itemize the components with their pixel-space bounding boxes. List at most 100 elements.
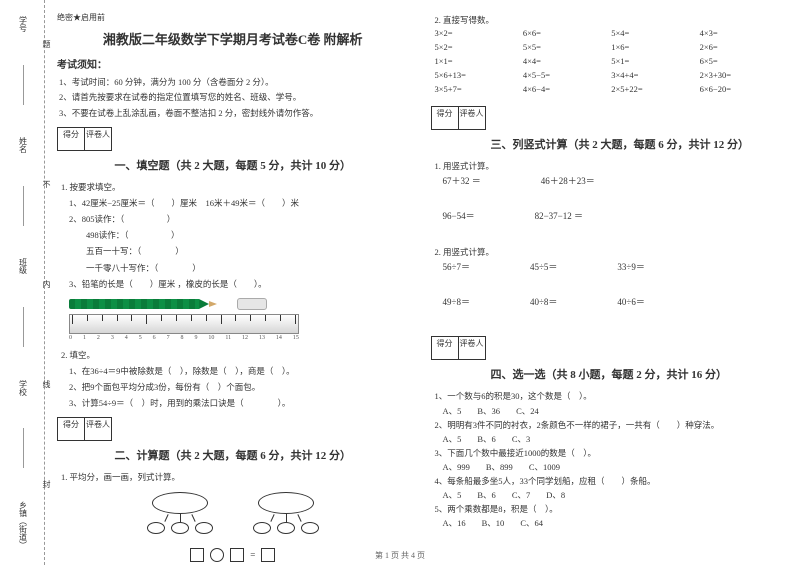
eraser-icon [237, 298, 267, 310]
reviewer-cell: 评卷人 [84, 127, 112, 151]
top-oval [258, 492, 314, 514]
q1-a: 1、42厘米−25厘米＝（ ）厘米 16米＋49米＝（ ）米 [69, 195, 409, 211]
ruler-figure: 0123456789101112131415 [69, 296, 409, 341]
edge-char: 不 [41, 180, 52, 188]
pencil-wood [209, 301, 217, 307]
calc: 6×6−20= [700, 84, 782, 94]
q6b: 45÷5＝ [530, 260, 557, 273]
q2-b: 2、把9个面包平均分成3份，每份有（ ）个面包。 [69, 379, 409, 395]
mc-q5: 5、两个乘数都是8，积是（ ）。 [435, 501, 783, 517]
calc: 3×5+7= [435, 84, 517, 94]
calc: 4×4= [523, 56, 605, 66]
score-box: 得分 评卷人 [57, 127, 409, 151]
pencil-tip [199, 299, 209, 309]
q6e: 40÷8＝ [530, 295, 557, 308]
notice-3: 3、不要在试卷上乱涂乱画，卷面不整洁扣 2 分，密封线外请勿作答。 [59, 106, 409, 121]
score-box-2: 得分 评卷人 [57, 417, 409, 441]
bind-line [23, 307, 24, 347]
tree-diagram [57, 492, 409, 534]
reviewer-cell: 评卷人 [458, 336, 486, 360]
calc: 2×6= [700, 42, 782, 52]
top-oval [152, 492, 208, 514]
ruler-body [69, 314, 299, 334]
q1-d: 五百一十写：（ ） [69, 243, 409, 259]
calc: 4×6−4= [523, 84, 605, 94]
section-1-title: 一、填空题（共 2 大题，每题 5 分，共计 10 分） [57, 157, 409, 173]
section-2-title: 二、计算题（共 2 大题，每题 6 分，共计 12 分） [57, 447, 409, 463]
calc: 1×1= [435, 56, 517, 66]
reviewer-cell: 评卷人 [458, 106, 486, 130]
left-column: 绝密★启用前 湘教版二年级数学下学期月考试卷C卷 附解析 考试须知： 1、考试时… [57, 12, 409, 557]
section-4-title: 四、选一选（共 8 小题，每题 2 分，共计 16 分） [491, 366, 783, 382]
q5c: 96−54＝ [443, 209, 475, 222]
pencil-body [69, 299, 199, 309]
q6c: 33÷9＝ [617, 260, 644, 273]
notice-1: 1、考试时间：60 分钟，满分为 100 分（含卷面分 2 分）。 [59, 75, 409, 90]
bind-label-5: 学号 [18, 16, 29, 32]
q4-head: 2. 直接写得数。 [435, 12, 783, 28]
score-box-3: 得分 评卷人 [431, 106, 783, 130]
q2-head: 2. 填空。 [61, 347, 409, 363]
binding-margin: 学号 姓名 班级 学校 乡镇（街道） 题 不 内 线 封 [0, 0, 45, 565]
mc-q3: 3、下面几个数中最接近1000的数是（ ）。 [435, 445, 783, 461]
calc: 3×2= [435, 28, 517, 38]
notice-header: 考试须知： [57, 56, 409, 71]
q5-head: 1. 用竖式计算。 [435, 158, 783, 174]
q2-a: 1、在36÷4＝9中被除数是（ ），除数是（ ），商是（ ）。 [69, 363, 409, 379]
calc: 3×4+4= [611, 70, 693, 80]
score-cell: 得分 [57, 417, 85, 441]
calc: 1×6= [611, 42, 693, 52]
edge-char: 封 [41, 480, 52, 488]
mc-q1: 1、一个数与6的积是30，这个数是（ ）。 [435, 388, 783, 404]
q6-head: 2. 用竖式计算。 [435, 244, 783, 260]
calc-grid: 3×2= 6×6= 5×4= 4×3= 5×2= 5×5= 1×6= 2×6= 1×1= 4×… [435, 28, 783, 94]
mc-q4: 4、每条船最多坐5人，33个同学划船，应租（ ）条船。 [435, 473, 783, 489]
q1-b: 2、805读作：（ ） [69, 211, 409, 227]
score-box-4: 得分 评卷人 [431, 336, 783, 360]
reviewer-cell: 评卷人 [84, 417, 112, 441]
q5d: 82−37−12 ＝ [535, 209, 583, 222]
q1-f: 3、铅笔的长是（ ）厘米 ，橡皮的长是（ ）。 [69, 276, 409, 292]
score-cell: 得分 [431, 336, 459, 360]
paper-title: 湘教版二年级数学下学期月考试卷C卷 附解析 [57, 29, 409, 48]
bind-label-4: 姓名 [18, 137, 29, 153]
bind-line [23, 186, 24, 226]
calc: 5×4= [611, 28, 693, 38]
q6a: 56÷7＝ [443, 260, 470, 273]
q1-c: 498读作：（ ） [69, 227, 409, 243]
edge-char: 线 [41, 380, 52, 388]
q5b: 46＋28＋23＝ [541, 174, 595, 187]
right-column: 2. 直接写得数。 3×2= 6×6= 5×4= 4×3= 5×2= 5×5= 1×6= 2… [431, 12, 783, 557]
calc: 6×5= [700, 56, 782, 66]
q6d: 49÷8＝ [443, 295, 470, 308]
q1-e: 一千零八十写作：（ ） [69, 260, 409, 276]
ruler-numbers: 0123456789101112131415 [69, 335, 299, 341]
bind-label-1: 乡镇（街道） [18, 501, 29, 549]
calc: 4×3= [700, 28, 782, 38]
bind-line [23, 428, 24, 468]
score-cell: 得分 [57, 127, 85, 151]
q2-c: 3、计算54÷9＝（ ）时，用到的乘法口诀是（ ）。 [69, 395, 409, 411]
calc: 5×5= [523, 42, 605, 52]
bind-label-2: 学校 [18, 380, 29, 396]
calc: 5×6+13= [435, 70, 517, 80]
edge-char: 题 [41, 40, 52, 48]
q6f: 40÷6＝ [617, 295, 644, 308]
q5a: 67＋32 ＝ [443, 174, 481, 187]
mc-q2: 2、明明有3件不同的衬衣，2条颜色不一样的裙子，一共有（ ）种穿法。 [435, 417, 783, 433]
bind-label-3: 班级 [18, 258, 29, 274]
edge-char: 内 [41, 280, 52, 288]
score-cell: 得分 [431, 106, 459, 130]
q1-head: 1. 按要求填空。 [61, 179, 409, 195]
secret-label: 绝密★启用前 [57, 12, 409, 23]
section-3-title: 三、列竖式计算（共 2 大题，每题 6 分，共计 12 分） [491, 136, 783, 152]
notice-2: 2、请首先按要求在试卷的指定位置填写您的姓名、班级、学号。 [59, 90, 409, 105]
calc: 4×5−5= [523, 70, 605, 80]
calc: 5×1= [611, 56, 693, 66]
bind-line [23, 65, 24, 105]
calc: 2×5+22= [611, 84, 693, 94]
calc: 6×6= [523, 28, 605, 38]
q3: 1. 平均分，画一画，列式计算。 [61, 469, 409, 485]
calc: 5×2= [435, 42, 517, 52]
page-footer: 第 1 页 共 4 页 [0, 550, 800, 561]
